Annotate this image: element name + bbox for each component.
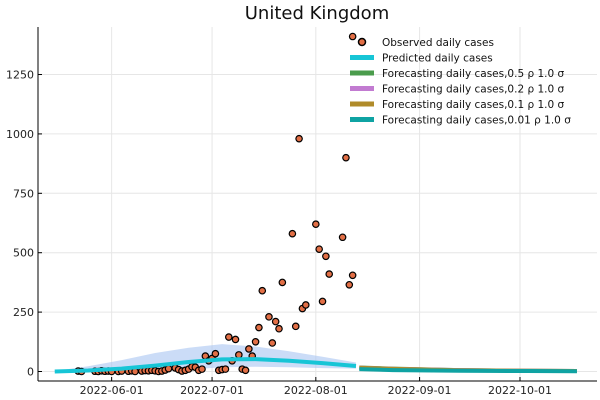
legend-label: Forecasting daily cases,0.5 ρ 1.0 σ (382, 68, 565, 80)
observed-point (295, 134, 303, 143)
series-line-5 (359, 367, 577, 374)
observed-point (224, 333, 233, 341)
y-tick-label: 1000 (6, 128, 34, 141)
x-tick-label: 2022-10-01 (488, 384, 552, 397)
observed-point (342, 153, 350, 162)
observed-points-layer (74, 32, 357, 376)
y-tick-label: 750 (13, 187, 34, 200)
observed-point (164, 364, 173, 373)
x-tick-label: 2022-08-01 (284, 384, 348, 397)
observed-point (221, 365, 230, 373)
observed-point (258, 286, 267, 295)
y-tick-label: 500 (13, 247, 34, 260)
observed-point (241, 366, 250, 375)
series-lines-layer (54, 357, 577, 374)
x-tick-label: 2022-09-01 (388, 384, 452, 397)
observed-point (275, 324, 283, 333)
observed-point (348, 32, 357, 41)
legend-marker-observed (357, 37, 367, 47)
observed-point (265, 313, 273, 321)
observed-point (198, 365, 206, 373)
y-tick-label: 1250 (6, 69, 34, 82)
observed-point (338, 233, 347, 242)
observed-point (348, 271, 357, 280)
legend-label: Forecasting daily cases,0.01 ρ 1.0 σ (382, 115, 571, 127)
observed-point (325, 270, 334, 278)
observed-point (301, 301, 310, 309)
chart-title: United Kingdom (245, 3, 389, 24)
observed-point (318, 297, 327, 306)
legend-label: Forecasting daily cases,0.1 ρ 1.0 σ (382, 99, 565, 111)
observed-point (268, 339, 277, 347)
x-tick-label: 2022-07-01 (180, 384, 244, 397)
observed-point (312, 220, 320, 228)
y-tick-label: 0 (27, 365, 34, 378)
observed-point (245, 345, 253, 353)
observed-point (291, 322, 300, 331)
observed-point (235, 351, 243, 359)
legend-label: Observed daily cases (382, 37, 494, 49)
observed-point (288, 229, 297, 238)
grid (38, 27, 597, 381)
legend-label: Predicted daily cases (382, 53, 493, 65)
x-tick-label: 2022-06-01 (80, 384, 144, 397)
observed-point (271, 317, 280, 326)
legend: Observed daily cases Predicted daily case… (350, 37, 571, 127)
axes (37, 27, 597, 382)
observed-point (231, 335, 240, 344)
observed-point (251, 337, 260, 346)
observed-point (255, 323, 263, 332)
legend-label: Forecasting daily cases,0.2 ρ 1.0 σ (382, 84, 565, 96)
observed-point (315, 245, 323, 253)
observed-point (278, 278, 287, 287)
y-tick-label: 250 (13, 306, 34, 319)
series-line-1 (54, 357, 357, 374)
observed-point (211, 349, 220, 358)
observed-point (345, 280, 354, 289)
tick-labels: 2022-06-01 2022-07-01 2022-08-01 2022-09-01… (6, 69, 552, 397)
observed-point (322, 252, 330, 261)
